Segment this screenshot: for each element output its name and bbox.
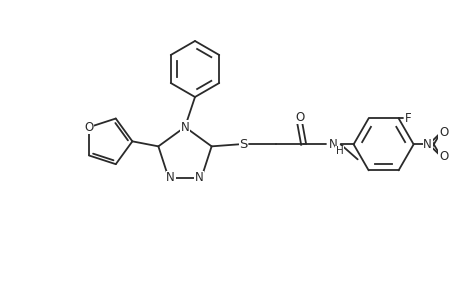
Text: N: N [422,138,431,151]
Text: N: N [180,121,189,134]
Text: N: N [166,171,174,184]
Text: S: S [239,138,247,151]
Text: O: O [84,121,93,134]
Text: F: F [404,112,411,125]
Text: O: O [438,150,447,163]
Text: N: N [195,171,203,184]
Text: O: O [294,111,303,124]
Text: H: H [335,146,343,156]
Text: O: O [438,126,447,139]
Text: N: N [329,138,337,151]
